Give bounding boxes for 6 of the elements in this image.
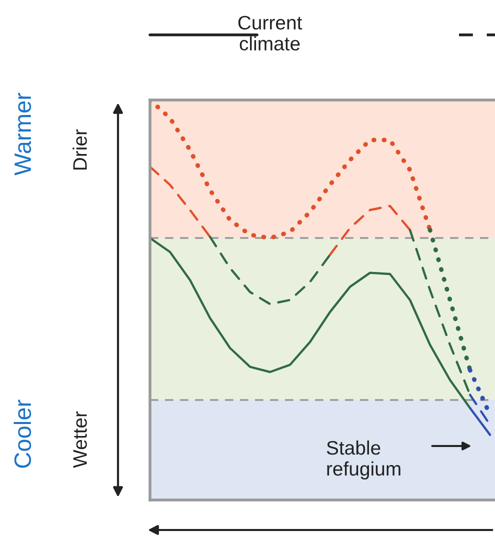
text: Cooler <box>14 400 32 468</box>
text: Wetter <box>73 411 87 468</box>
annotation: Stable refugium <box>326 440 400 480</box>
text: Current climate <box>238 16 302 51</box>
text: Warmer <box>14 92 32 176</box>
text: Drier <box>72 129 87 170</box>
